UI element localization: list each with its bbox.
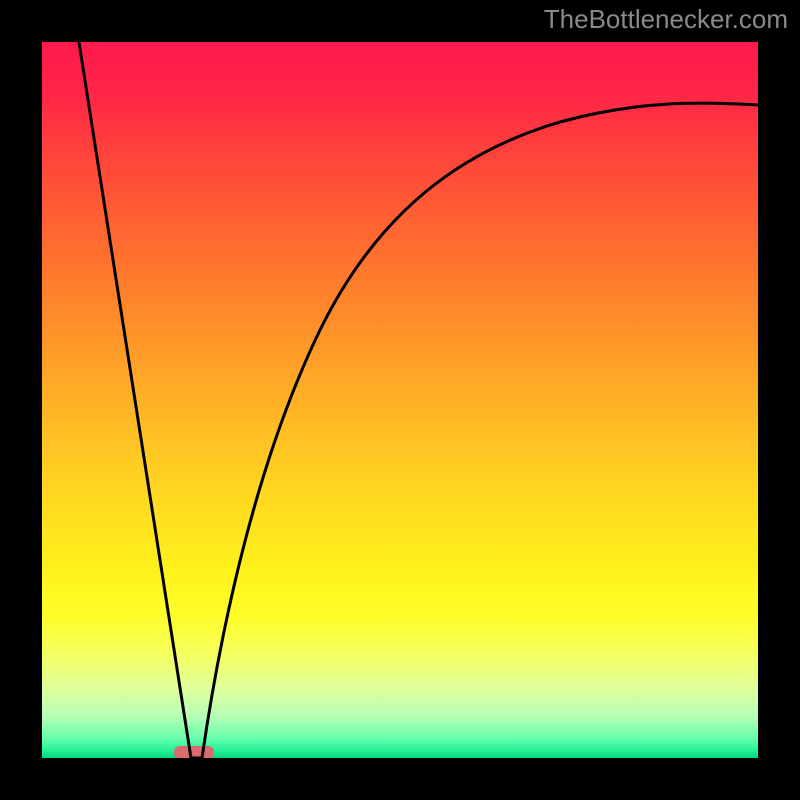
- chart-container: TheBottlenecker.com: [0, 0, 800, 800]
- gradient-background: [42, 42, 758, 758]
- bottleneck-chart: [0, 0, 800, 800]
- watermark-text: TheBottlenecker.com: [544, 4, 788, 35]
